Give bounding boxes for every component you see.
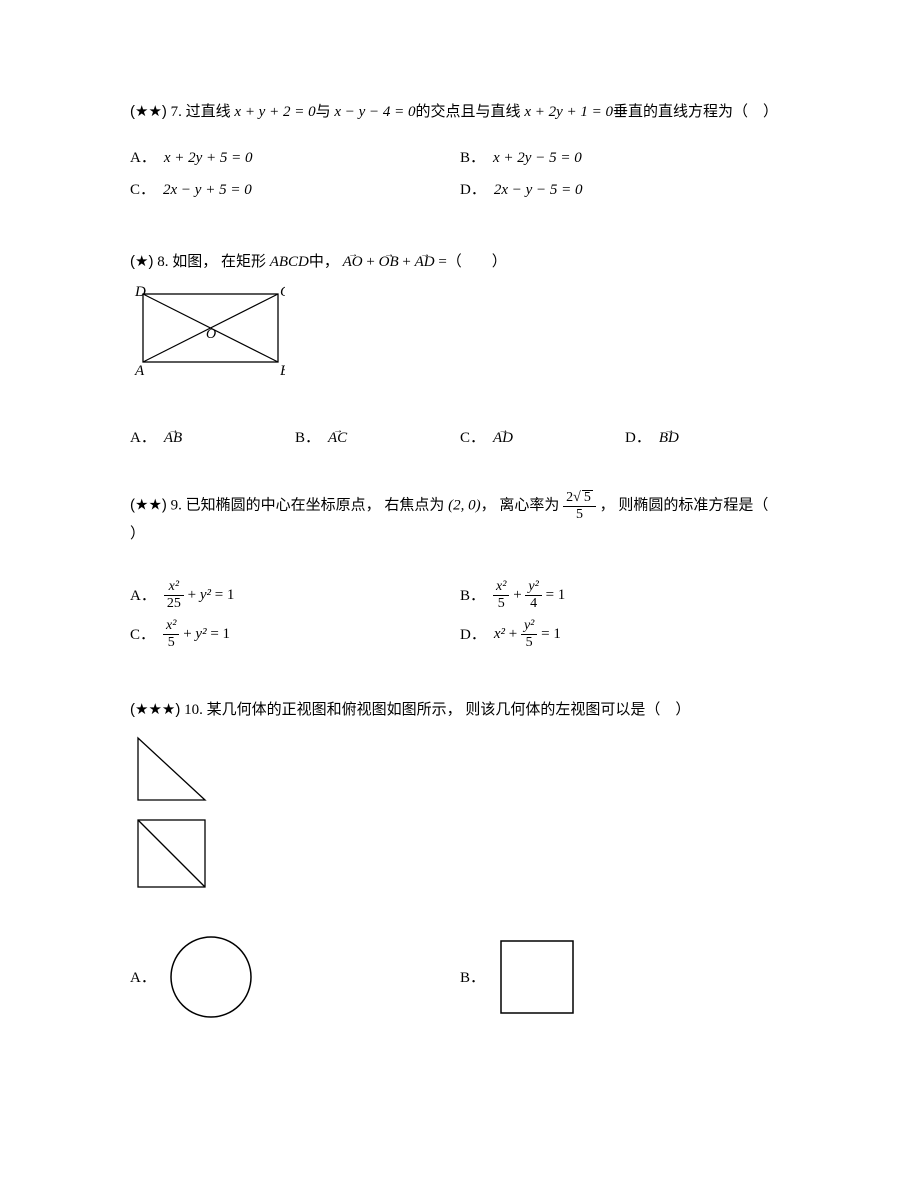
q10-num: 10. [184, 702, 203, 718]
option-letter: B． [460, 584, 485, 608]
q9-option-b[interactable]: B． x²5 + y²4 = 1 [460, 580, 790, 611]
option-letter: A． [130, 584, 156, 608]
q7-text-c: 的交点且与直线 [416, 104, 521, 120]
q10-options: A． B． [130, 930, 790, 1033]
q8-option-d[interactable]: D． →BD [625, 426, 790, 450]
question-8: (★) 8. 如图， 在矩形 ABCD中， →AO + →OB + →AD =（… [130, 250, 790, 450]
option-letter: A． [130, 966, 156, 990]
q7-stem: (★★) 7. 过直线 x + y + 2 = 0与 x − y − 4 = 0… [130, 100, 790, 124]
q10-text: 某几何体的正视图和俯视图如图所示， 则该几何体的左视图可以是（ ） [207, 702, 691, 718]
eccentricity-fraction: 2√5 5 [563, 490, 596, 522]
q9-text-b: ， 离心率为 [481, 497, 560, 513]
circle-icon [164, 930, 259, 1025]
option-letter: A． [130, 146, 156, 170]
question-7: (★★) 7. 过直线 x + y + 2 = 0与 x − y − 4 = 0… [130, 100, 790, 210]
option-letter: B． [460, 146, 485, 170]
option-value: x²5 + y² = 1 [163, 619, 230, 650]
option-letter: D． [460, 178, 486, 202]
option-value: x²5 + y²4 = 1 [493, 580, 565, 611]
q10-option-b[interactable]: B． [460, 930, 790, 1025]
q8-option-b[interactable]: B． →AC [295, 426, 460, 450]
label-c: C [280, 284, 285, 300]
option-value: x + 2y + 5 = 0 [164, 146, 253, 170]
label-a: A [134, 363, 145, 379]
plus-sign: + [402, 254, 410, 270]
label-o: O [206, 327, 216, 342]
q7-num: 7. [171, 104, 182, 120]
q9-option-a[interactable]: A． x²25 + y² = 1 [130, 580, 460, 611]
option-value: 2x − y + 5 = 0 [163, 178, 252, 202]
vector-ad: →AD [415, 250, 435, 274]
q7-text-a: 过直线 [186, 104, 231, 120]
q7-option-c[interactable]: C． 2x − y + 5 = 0 [130, 178, 460, 202]
q9-num: 9. [171, 497, 182, 513]
q7-eq2: x − y − 4 = 0 [334, 104, 415, 120]
vector-ob: →OB [379, 250, 399, 274]
q8-stem: (★) 8. 如图， 在矩形 ABCD中， →AO + →OB + →AD =（… [130, 250, 790, 274]
q7-eq1: x + y + 2 = 0 [234, 104, 315, 120]
q7-options: A． x + 2y + 5 = 0 B． x + 2y − 5 = 0 C． 2… [130, 146, 790, 210]
q8-stars: (★) [130, 253, 153, 270]
q8-options: A． →AB B． →AC C． →AD D． →BD [130, 426, 790, 450]
plus-sign: + [366, 254, 374, 270]
vector-ad: →AD [493, 426, 513, 450]
option-value: x + 2y − 5 = 0 [493, 146, 582, 170]
q9-text-a: 已知椭圆的中心在坐标原点， 右焦点为 [186, 497, 445, 513]
label-b: B [280, 363, 285, 379]
vector-ac: →AC [328, 426, 347, 450]
q8-option-a[interactable]: A． →AB [130, 426, 295, 450]
q9-focus: (2, 0) [448, 497, 481, 513]
rectangle-diagram: D C A B O [130, 280, 285, 380]
q8-option-c[interactable]: C． →AD [460, 426, 625, 450]
q9-text-c: ， 则椭圆的标准方程是（ [600, 497, 769, 513]
front-view-triangle [130, 730, 215, 808]
option-letter: B． [295, 426, 320, 450]
q7-text-b: 与 [316, 104, 331, 120]
q8-rectname: ABCD [270, 254, 309, 270]
q8-text-b: 中， [309, 254, 339, 270]
q10-stem: (★★★) 10. 某几何体的正视图和俯视图如图所示， 则该几何体的左视图可以是… [130, 698, 790, 722]
option-letter: B． [460, 966, 485, 990]
option-letter: A． [130, 426, 156, 450]
q9-option-c[interactable]: C． x²5 + y² = 1 [130, 619, 460, 650]
q9-option-d[interactable]: D． x² + y²5 = 1 [460, 619, 790, 650]
q7-option-b[interactable]: B． x + 2y − 5 = 0 [460, 146, 790, 170]
vector-bd: →BD [659, 426, 679, 450]
question-9: (★★) 9. 已知椭圆的中心在坐标原点， 右焦点为 (2, 0)， 离心率为 … [130, 490, 790, 658]
q8-num: 8. [157, 254, 168, 270]
option-letter: D． [460, 623, 486, 647]
square-icon [493, 933, 583, 1023]
q10-option-a[interactable]: A． [130, 930, 460, 1025]
top-view-square-diagonal [130, 814, 215, 894]
option-value: 2x − y − 5 = 0 [494, 178, 583, 202]
q7-stars: (★★) [130, 103, 167, 120]
label-d: D [134, 284, 146, 300]
q7-text-d: 垂直的直线方程为（ ） [613, 104, 778, 120]
q7-option-d[interactable]: D． 2x − y − 5 = 0 [460, 178, 790, 202]
question-10: (★★★) 10. 某几何体的正视图和俯视图如图所示， 则该几何体的左视图可以是… [130, 698, 790, 1033]
option-value: x²25 + y² = 1 [164, 580, 235, 611]
option-letter: C． [130, 623, 155, 647]
q9-options: A． x²25 + y² = 1 B． x²5 + y²4 = 1 C． x²5… [130, 580, 790, 658]
q8-eq: =（ ） [438, 254, 506, 270]
vector-ab: →AB [164, 426, 182, 450]
q7-eq3: x + 2y + 1 = 0 [524, 104, 613, 120]
q9-stem: (★★) 9. 已知椭圆的中心在坐标原点， 右焦点为 (2, 0)， 离心率为 … [130, 490, 790, 546]
q10-stars: (★★★) [130, 701, 180, 718]
vector-ao: →AO [343, 250, 363, 274]
option-letter: C． [460, 426, 485, 450]
q9-stars: (★★) [130, 496, 167, 513]
option-value: x² + y²5 = 1 [494, 619, 561, 650]
q8-text-a: 如图， 在矩形 [172, 254, 266, 270]
q9-text-d: ） [130, 526, 145, 542]
option-letter: C． [130, 178, 155, 202]
option-letter: D． [625, 426, 651, 450]
q7-option-a[interactable]: A． x + 2y + 5 = 0 [130, 146, 460, 170]
